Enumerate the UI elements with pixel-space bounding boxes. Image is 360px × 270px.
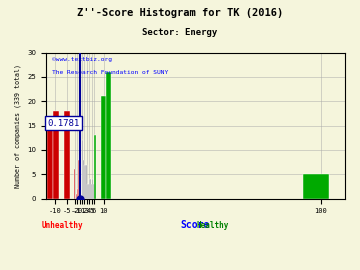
Bar (85, 164, 86, 199)
Bar (303, 174, 329, 199)
Bar (76, 194, 77, 199)
Bar (92, 179, 93, 199)
Bar (53, 111, 59, 199)
Bar (82, 140, 84, 199)
Text: Healthy: Healthy (196, 221, 229, 229)
Text: ©www.textbiz.org: ©www.textbiz.org (52, 57, 112, 62)
Bar (78, 155, 80, 199)
Text: Sector: Energy: Sector: Energy (142, 28, 218, 37)
Bar (94, 135, 96, 199)
X-axis label: Score: Score (181, 220, 210, 230)
Text: The Research Foundation of SUNY: The Research Foundation of SUNY (52, 70, 168, 75)
Text: Unhealthy: Unhealthy (42, 221, 84, 229)
Bar (87, 184, 88, 199)
Bar (88, 184, 89, 199)
Bar (47, 130, 53, 199)
Text: Z''-Score Histogram for TK (2016): Z''-Score Histogram for TK (2016) (77, 8, 283, 18)
Bar (91, 184, 92, 199)
Bar (73, 169, 75, 199)
Bar (89, 179, 90, 199)
Bar (77, 189, 78, 199)
Bar (81, 155, 82, 199)
Bar (93, 184, 94, 199)
Bar (106, 72, 111, 199)
Bar (64, 111, 70, 199)
Bar (80, 155, 81, 199)
Text: 0.1781: 0.1781 (48, 119, 80, 128)
Bar (102, 96, 106, 199)
Y-axis label: Number of companies (339 total): Number of companies (339 total) (15, 64, 22, 188)
Bar (90, 179, 91, 199)
Bar (86, 164, 87, 199)
